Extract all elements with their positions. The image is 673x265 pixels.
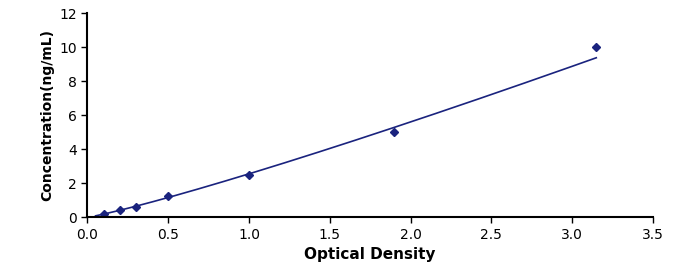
X-axis label: Optical Density: Optical Density (304, 247, 436, 262)
Y-axis label: Concentration(ng/mL): Concentration(ng/mL) (40, 29, 54, 201)
